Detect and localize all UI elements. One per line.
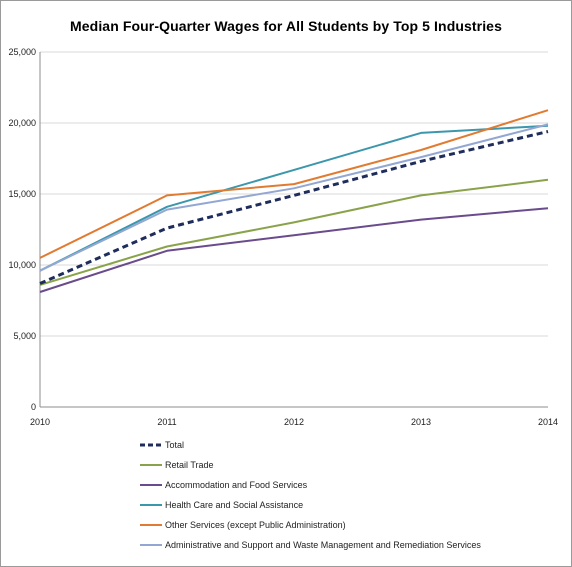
legend-label: Health Care and Social Assistance	[165, 500, 303, 510]
series-line-accommodation-and-food-services	[39, 207, 549, 293]
x-tick-label: 2012	[284, 417, 304, 427]
legend-label: Accommodation and Food Services	[165, 480, 308, 490]
legend-label: Administrative and Support and Waste Man…	[165, 540, 481, 550]
y-tick-label: 15,000	[8, 189, 36, 199]
y-tick-label: 20,000	[8, 118, 36, 128]
series-lines	[39, 109, 549, 293]
y-tick-label: 25,000	[8, 47, 36, 57]
series-line-total	[39, 130, 549, 285]
x-tick-label: 2011	[157, 417, 176, 427]
series-line-health-care-and-social-assistance	[39, 124, 549, 272]
legend: Total Retail Trade Accommodation and Food …	[140, 440, 481, 550]
legend-label: Total	[165, 440, 184, 450]
legend-label: Retail Trade	[165, 460, 214, 470]
y-tick-label: 0	[31, 402, 36, 412]
x-tick-label: 2010	[30, 417, 50, 427]
series-line-administrative-and-support-and-waste-management-and-remediation-services	[39, 123, 549, 272]
y-tick-label: 10,000	[8, 260, 36, 270]
y-tick-labels: 0 5,000 10,000 15,000 20,000 25,000	[8, 47, 36, 412]
axes	[39, 52, 548, 408]
chart-title: Median Four-Quarter Wages for All Studen…	[70, 18, 502, 34]
x-tick-label: 2014	[538, 417, 558, 427]
x-tick-labels: 2010 2011 2012 2013 2014	[30, 417, 558, 427]
x-tick-label: 2013	[411, 417, 431, 427]
series-line-retail-trade	[39, 178, 549, 286]
y-tick-label: 5,000	[13, 331, 36, 341]
series-line-other-services-except-public-administration	[39, 109, 549, 259]
legend-label: Other Services (except Public Administra…	[165, 520, 346, 530]
